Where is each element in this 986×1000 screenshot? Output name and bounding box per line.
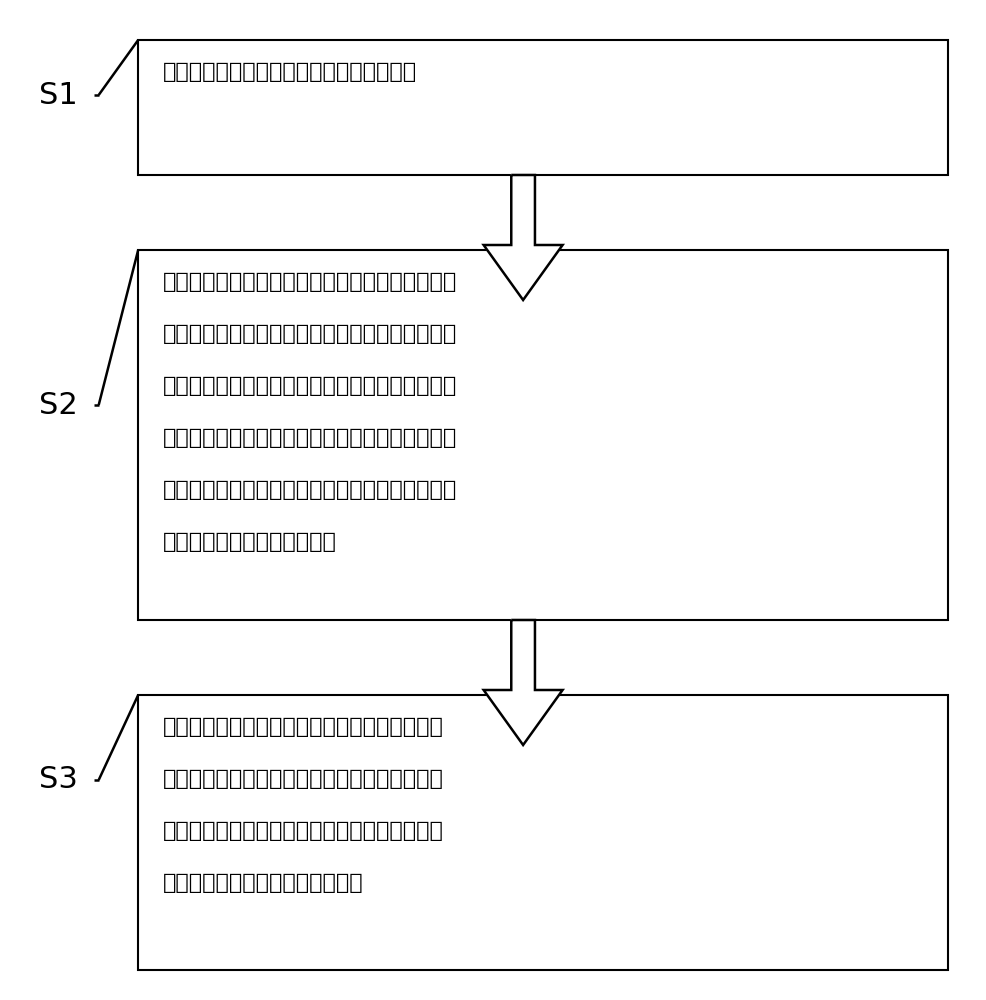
Text: 板应变值对应的荷载应力值；: 板应变值对应的荷载应力值； [163, 532, 336, 552]
Text: 拉强度时，则表示存在开裂风险。: 拉强度时，则表示存在开裂风险。 [163, 873, 363, 893]
Bar [138, 250, 947, 620]
Text: 面板的开裂风险，当该载荷应力值大于等于该抗: 面板的开裂风险，当该载荷应力值大于等于该抗 [163, 821, 444, 841]
Text: 防渗面板的测试板，根据量测的防渗面板的应变值: 防渗面板的测试板，根据量测的防渗面板的应变值 [163, 376, 457, 396]
Polygon shape [483, 620, 562, 745]
Text: S1: S1 [39, 81, 78, 109]
Text: 量测工程现场沥青混凝土防渗面板的应变；: 量测工程现场沥青混凝土防渗面板的应变； [163, 62, 416, 82]
Text: S2: S2 [39, 390, 78, 420]
Text: 在同一工程现场，放置一个具有与沥青混凝土防渗: 在同一工程现场，放置一个具有与沥青混凝土防渗 [163, 272, 457, 292]
Bar [138, 695, 947, 970]
Text: 面板的应变值，量测出所述施加的荷载产生的测试: 面板的应变值，量测出所述施加的荷载产生的测试 [163, 480, 457, 500]
Text: 面板完全相同材质、用于模拟工程现场沥青混凝土: 面板完全相同材质、用于模拟工程现场沥青混凝土 [163, 324, 457, 344]
Text: 将量测到的加荷装置应力值与沥青混凝土防渗面: 将量测到的加荷装置应力值与沥青混凝土防渗面 [163, 717, 444, 737]
Text: 板的抗拉强度进行对比，根据对比结果判断防渗: 板的抗拉强度进行对比，根据对比结果判断防渗 [163, 769, 444, 789]
Bar [138, 40, 947, 175]
Text: S3: S3 [39, 766, 78, 794]
Text: 对该测试板施加荷载，使测试板的应变值等于防渗: 对该测试板施加荷载，使测试板的应变值等于防渗 [163, 428, 457, 448]
Polygon shape [483, 175, 562, 300]
